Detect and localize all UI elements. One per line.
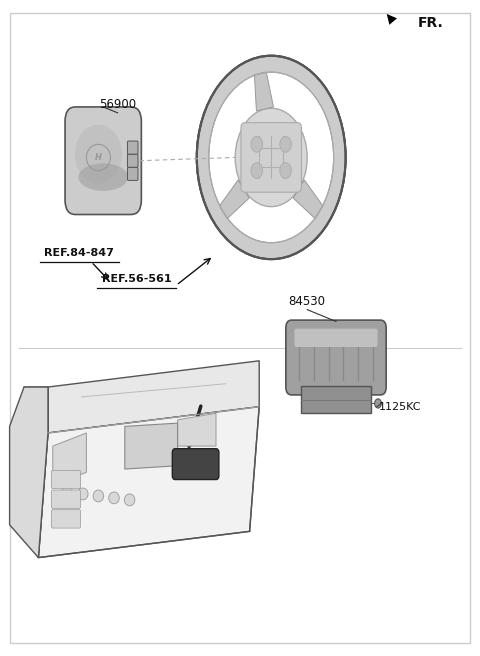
Polygon shape xyxy=(125,423,178,469)
Text: REF.56-561: REF.56-561 xyxy=(102,274,172,284)
Ellipse shape xyxy=(93,490,104,502)
Polygon shape xyxy=(24,387,48,558)
FancyBboxPatch shape xyxy=(128,154,138,167)
Text: 84530: 84530 xyxy=(288,295,326,308)
Ellipse shape xyxy=(78,488,88,500)
Ellipse shape xyxy=(124,494,135,506)
Polygon shape xyxy=(293,180,323,218)
Polygon shape xyxy=(178,413,216,446)
Text: FR.: FR. xyxy=(418,16,444,30)
Circle shape xyxy=(280,163,291,178)
FancyBboxPatch shape xyxy=(128,167,138,180)
Polygon shape xyxy=(53,433,86,485)
Circle shape xyxy=(251,163,263,178)
FancyBboxPatch shape xyxy=(172,449,219,480)
Ellipse shape xyxy=(75,125,122,184)
FancyBboxPatch shape xyxy=(51,490,81,508)
FancyBboxPatch shape xyxy=(301,386,371,413)
FancyBboxPatch shape xyxy=(294,329,377,347)
Circle shape xyxy=(197,56,346,259)
FancyBboxPatch shape xyxy=(65,107,141,215)
Circle shape xyxy=(209,72,334,243)
Wedge shape xyxy=(197,56,346,259)
Circle shape xyxy=(280,136,291,152)
Circle shape xyxy=(374,399,381,408)
FancyBboxPatch shape xyxy=(128,141,138,154)
FancyBboxPatch shape xyxy=(51,510,81,528)
FancyBboxPatch shape xyxy=(286,320,386,395)
Polygon shape xyxy=(48,361,259,433)
Ellipse shape xyxy=(62,486,72,498)
Text: 56900: 56900 xyxy=(99,98,136,112)
Text: REF.84-847: REF.84-847 xyxy=(44,247,114,258)
FancyBboxPatch shape xyxy=(241,123,301,192)
Polygon shape xyxy=(38,407,259,558)
Text: H: H xyxy=(95,153,102,162)
Ellipse shape xyxy=(78,163,128,191)
Polygon shape xyxy=(254,72,274,111)
Polygon shape xyxy=(219,180,249,218)
FancyBboxPatch shape xyxy=(51,470,81,489)
Circle shape xyxy=(235,108,307,207)
Ellipse shape xyxy=(109,492,120,504)
Polygon shape xyxy=(10,387,48,558)
Text: 1125KC: 1125KC xyxy=(379,401,422,412)
Circle shape xyxy=(251,136,263,152)
